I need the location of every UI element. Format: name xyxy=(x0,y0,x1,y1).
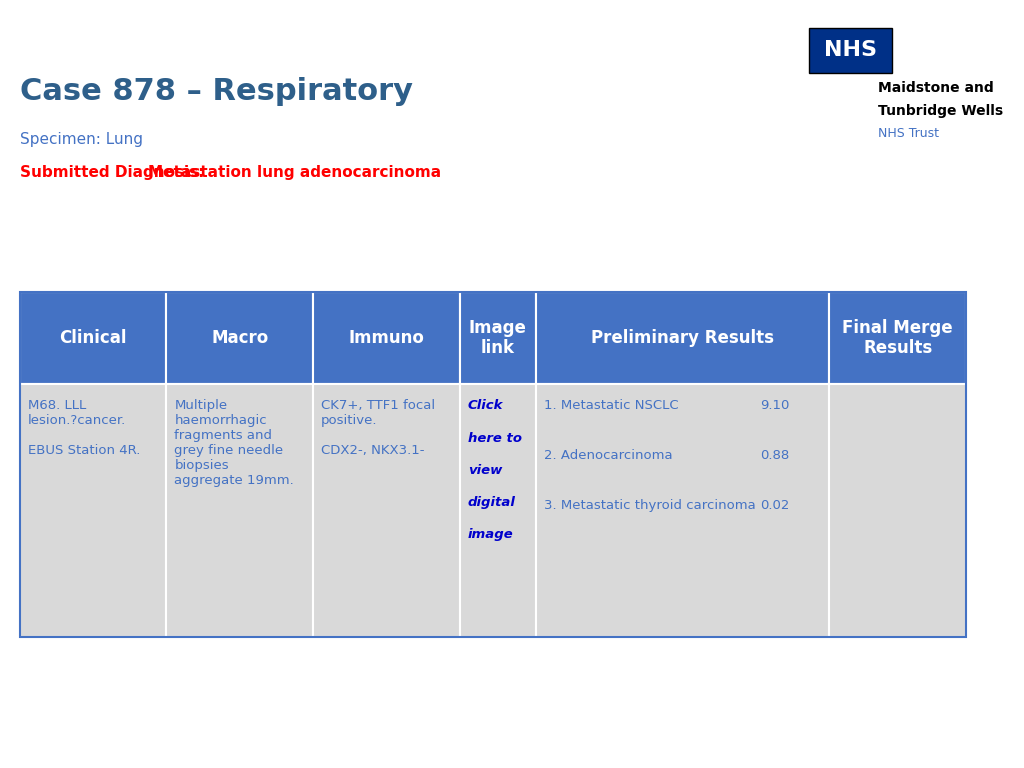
FancyBboxPatch shape xyxy=(19,292,167,384)
Text: here to: here to xyxy=(468,432,522,445)
Text: view: view xyxy=(468,464,502,477)
FancyBboxPatch shape xyxy=(809,28,893,73)
Text: Immuno: Immuno xyxy=(348,329,425,347)
Text: Maidstone and: Maidstone and xyxy=(878,81,993,94)
Text: Final Merge
Results: Final Merge Results xyxy=(843,319,953,357)
Text: Image
link: Image link xyxy=(469,319,526,357)
Text: image: image xyxy=(468,528,514,541)
Text: NHS: NHS xyxy=(824,40,878,60)
Text: Case 878 – Respiratory: Case 878 – Respiratory xyxy=(19,77,413,106)
FancyBboxPatch shape xyxy=(167,384,313,637)
FancyBboxPatch shape xyxy=(536,384,829,637)
Text: Specimen: Lung: Specimen: Lung xyxy=(19,132,142,147)
FancyBboxPatch shape xyxy=(313,384,460,637)
Text: Submitted Diagnosis:: Submitted Diagnosis: xyxy=(19,165,209,180)
FancyBboxPatch shape xyxy=(313,292,460,384)
Text: 2. Adenocarcinoma: 2. Adenocarcinoma xyxy=(544,449,672,462)
Text: M68. LLL
lesion.?cancer.

EBUS Station 4R.: M68. LLL lesion.?cancer. EBUS Station 4R… xyxy=(28,399,140,458)
Text: NHS Trust: NHS Trust xyxy=(878,127,939,140)
Text: Tunbridge Wells: Tunbridge Wells xyxy=(878,104,1002,118)
FancyBboxPatch shape xyxy=(829,384,967,637)
Text: Multiple
haemorrhagic
fragments and
grey fine needle
biopsies
aggregate 19mm.: Multiple haemorrhagic fragments and grey… xyxy=(174,399,294,488)
Text: 3. Metastatic thyroid carcinoma: 3. Metastatic thyroid carcinoma xyxy=(544,499,756,512)
Text: Metastation lung adenocarcinoma: Metastation lung adenocarcinoma xyxy=(148,165,441,180)
FancyBboxPatch shape xyxy=(19,384,167,637)
Text: 9.10: 9.10 xyxy=(761,399,790,412)
Text: CK7+, TTF1 focal
positive.

CDX2-, NKX3.1-: CK7+, TTF1 focal positive. CDX2-, NKX3.1… xyxy=(322,399,435,458)
FancyBboxPatch shape xyxy=(167,292,313,384)
Text: 0.02: 0.02 xyxy=(761,499,790,512)
FancyBboxPatch shape xyxy=(460,292,536,384)
Text: Click: Click xyxy=(468,399,504,412)
Text: digital: digital xyxy=(468,496,516,509)
Text: Macro: Macro xyxy=(211,329,268,347)
Text: 1. Metastatic NSCLC: 1. Metastatic NSCLC xyxy=(544,399,678,412)
Text: Clinical: Clinical xyxy=(59,329,127,347)
FancyBboxPatch shape xyxy=(536,292,829,384)
FancyBboxPatch shape xyxy=(829,292,967,384)
Text: Preliminary Results: Preliminary Results xyxy=(591,329,774,347)
FancyBboxPatch shape xyxy=(460,384,536,637)
Text: 0.88: 0.88 xyxy=(761,449,790,462)
